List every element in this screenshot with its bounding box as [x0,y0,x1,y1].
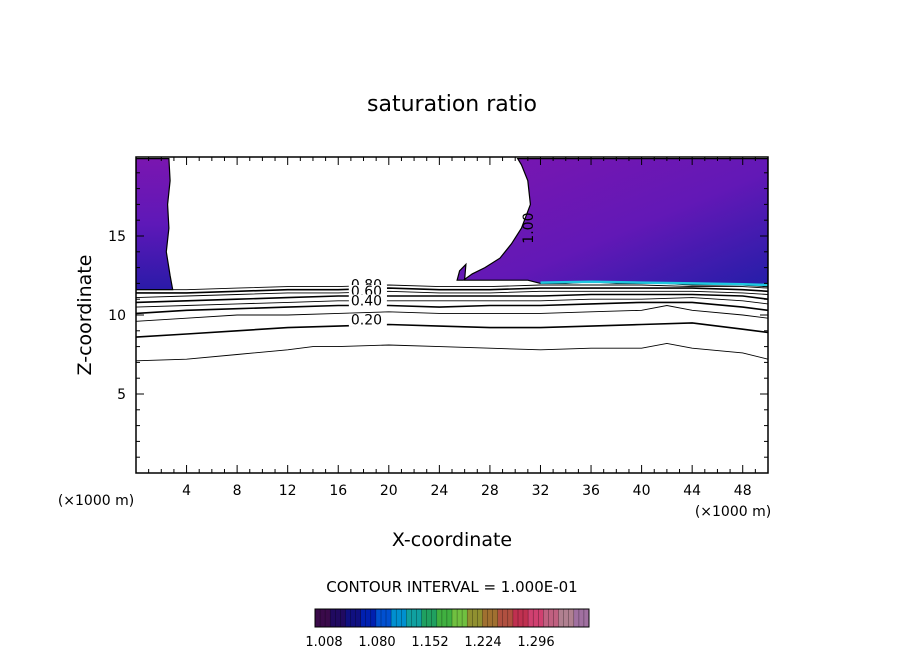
x-axis-ticks: 4 8 12 16 20 24 28 32 36 40 44 48 [148,157,756,499]
contour-line-0.3 [136,305,768,322]
contour-label: 0.20 [351,312,382,328]
colorbar-swatch [512,609,529,627]
contour-line-0.2 [136,322,768,338]
contour-lines [136,284,768,362]
contour-label-bg [348,294,387,308]
y-tick-label: 10 [108,308,126,324]
x-tick-label: 40 [633,483,651,499]
x-tick-label: 20 [380,483,398,499]
colorbar-swatch [421,609,438,627]
x-tick-label: 36 [582,483,600,499]
colorbar-swatch [330,609,346,627]
colorbar-tick-label: 1.008 [305,635,342,650]
y-tick-label: 5 [117,387,126,403]
contour-line-0.7 [136,290,768,299]
x-tick-label: 28 [481,483,499,499]
colorbar-swatch [497,609,514,627]
contour-line-0.8 [136,287,768,294]
colorbar-swatch [345,609,362,627]
y-axis-ticks: 5 10 15 [108,172,768,458]
colorbar-tick-label: 1.224 [464,635,501,650]
contour-line-0.6 [136,293,768,304]
contour-label: 0.40 [351,294,382,310]
colorbar-swatch [558,609,575,627]
colorbar-swatch [452,609,468,627]
contour-label-bg [348,313,387,327]
x-tick-label: 16 [329,483,347,499]
filled-regions [136,158,768,291]
colorbar-tick-label: 1.152 [411,635,448,650]
contour-line-0.5 [136,297,768,308]
colorbar-swatch [375,609,392,627]
colorbar [314,608,590,628]
contour-line-0.9 [136,284,768,291]
colorbar-swatch [391,609,407,627]
x-tick-label: 4 [182,483,191,499]
contour-line-0.1 [136,342,768,362]
colorbar-swatch [360,609,377,627]
contour-labels: 0.800.600.400.201.00 [348,213,537,328]
x-tick-label: 48 [734,483,752,499]
colorbar-tick-labels: 1.008 1.080 1.152 1.224 1.296 [305,635,554,650]
colorbar-swatch [406,609,423,627]
x-tick-label: 44 [683,483,701,499]
colorbar-swatch [528,609,544,627]
colorbar-swatch [467,609,483,627]
filled-region-1 [456,158,768,288]
x-tick-label: 8 [233,483,242,499]
contour-line-0.4 [136,301,768,315]
contour-interval-text: CONTOUR INTERVAL = 1.000E-01 [326,578,577,596]
colorbar-frame [314,608,590,628]
colorbar-tick-label: 1.296 [517,635,554,650]
y-axis-label: Z-coordinate [74,255,96,376]
y-tick-label: 15 [108,229,126,245]
colorbar-tick-label: 1.080 [358,635,395,650]
colorbar-swatch [573,609,590,627]
colorbar-swatch [315,609,331,627]
colorbar-swatch [436,609,453,627]
x-tick-label: 32 [532,483,550,499]
colorbar-swatch [543,609,560,627]
x-tick-label: 12 [279,483,297,499]
peak-band [540,280,768,287]
filled-region-0 [136,158,174,291]
chart-title: saturation ratio [367,92,537,117]
colorbar-swatch [482,609,499,627]
x-tick-label: 24 [430,483,448,499]
contour-label: 1.00 [521,213,537,244]
x-axis-label: X-coordinate [392,529,512,551]
x-axis-unit-left: (×1000 m) [58,493,134,509]
x-axis-unit-right: (×1000 m) [695,504,771,520]
